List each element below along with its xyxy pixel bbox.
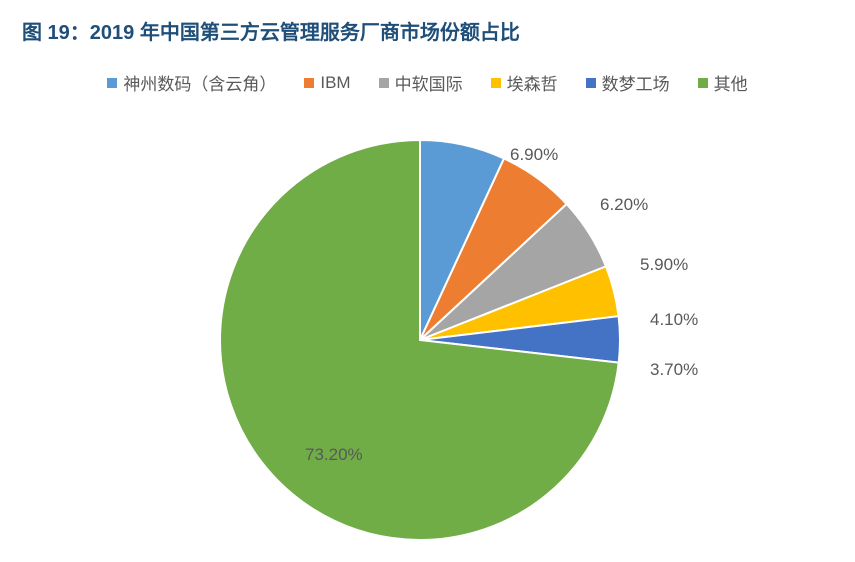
legend-swatch [586, 78, 596, 88]
slice-label: 5.90% [640, 255, 688, 274]
slice-label: 4.10% [650, 310, 698, 329]
legend-swatch [107, 78, 117, 88]
legend-label: 中软国际 [395, 70, 463, 95]
legend: 神州数码（含云角） IBM 中软国际 埃森哲 数梦工场 其他 [0, 70, 855, 95]
legend-item: 神州数码（含云角） [107, 70, 276, 95]
legend-label: 埃森哲 [507, 70, 558, 95]
pie-chart: 6.90% 6.20% 5.90% 4.10% 3.70% 73.20% [0, 120, 855, 560]
legend-swatch [379, 78, 389, 88]
chart-title: 图 19：2019 年中国第三方云管理服务厂商市场份额占比 [22, 16, 520, 45]
legend-item: IBM [304, 70, 350, 95]
legend-item: 埃森哲 [491, 70, 558, 95]
slice-label: 6.90% [510, 145, 558, 164]
legend-label: IBM [320, 73, 350, 93]
legend-item: 中软国际 [379, 70, 463, 95]
legend-swatch [304, 78, 314, 88]
legend-swatch [698, 78, 708, 88]
legend-item: 其他 [698, 70, 748, 95]
legend-swatch [491, 78, 501, 88]
slice-label: 3.70% [650, 360, 698, 379]
legend-item: 数梦工场 [586, 70, 670, 95]
slice-label: 73.20% [305, 445, 363, 464]
legend-label: 其他 [714, 70, 748, 95]
slice-label: 6.20% [600, 195, 648, 214]
legend-label: 神州数码（含云角） [123, 70, 276, 95]
legend-label: 数梦工场 [602, 70, 670, 95]
